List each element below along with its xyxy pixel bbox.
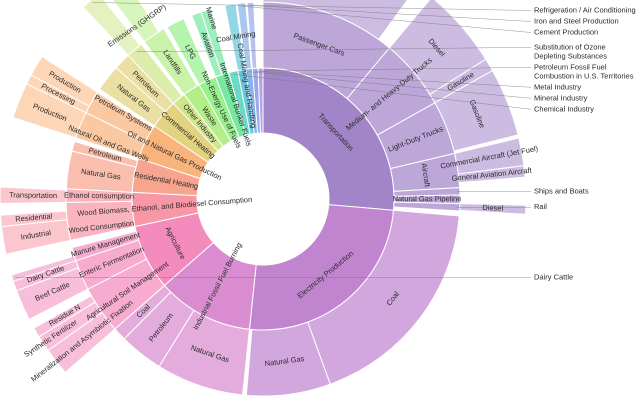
segment-dairy-cattle[interactable] <box>10 255 77 283</box>
label-metal-industry: Metal Industry <box>534 82 581 91</box>
segment-residential[interactable] <box>0 210 68 228</box>
callout-line: Depleting Substances <box>534 51 607 60</box>
segment-production[interactable] <box>30 55 99 107</box>
callout-line: Mineral Industry <box>534 93 588 102</box>
segment-natural-gas[interactable] <box>245 321 331 397</box>
label-residential: Residential <box>15 212 53 224</box>
callout-line: Ships and Boats <box>534 186 589 195</box>
label-transportation: Transportation <box>9 190 57 200</box>
callout-line: Cement Production <box>534 27 598 36</box>
label-cement-production: Cement Production <box>534 27 598 36</box>
label-refrigeration-air-conditioning: Refrigeration / Air Conditioning <box>534 5 636 14</box>
segment-lpg[interactable] <box>166 18 211 86</box>
label-ethanol-consumption: Ethanol consumption <box>64 191 134 201</box>
sunburst-segments <box>0 0 527 397</box>
leader-line <box>136 47 532 53</box>
label-aircraft: Aircraft <box>420 163 432 189</box>
segment-cement-production[interactable] <box>236 2 253 70</box>
callout-line: Metal Industry <box>534 82 581 91</box>
label-ships-and-boats: Ships and Boats <box>534 186 589 195</box>
segment-emissions-ghgrp[interactable] <box>105 0 160 43</box>
label-iron-and-steel-production: Iron and Steel Production <box>534 16 619 25</box>
segment-refrigeration-air-conditioning[interactable] <box>82 0 141 56</box>
callout-line: Rail <box>534 202 547 211</box>
leader-line <box>233 74 532 110</box>
label-mineral-industry: Mineral Industry <box>534 93 588 102</box>
label-natural-gas-pipeline: Natural Gas Pipeline <box>393 194 462 203</box>
callout-line: Substitution of Ozone <box>534 42 608 51</box>
segment-general-aviation-aircraft[interactable] <box>457 165 526 184</box>
segment-gasoline[interactable] <box>434 69 519 152</box>
callout-line: Petroleum Fossil Fuel <box>534 62 609 71</box>
segment-petroleum[interactable] <box>71 140 139 168</box>
callout-line: Refrigeration / Air Conditioning <box>534 5 636 14</box>
callout-line: Combustion in U.S. Territories <box>534 71 634 80</box>
leader-line <box>249 71 532 99</box>
leader-line <box>260 67 532 72</box>
segment-residue-n[interactable] <box>33 295 96 338</box>
label-chemical-industry: Chemical Industry <box>534 104 594 113</box>
leader-line <box>250 5 532 22</box>
label-rail: Rail <box>534 202 547 211</box>
segment-rail[interactable] <box>393 201 461 212</box>
label-substitution-of-ozone-depleting-substances: Substitution of Ozone Depleting Substanc… <box>534 42 608 60</box>
leader-line <box>241 5 532 33</box>
segment-transportation[interactable] <box>0 186 67 205</box>
segment-petroleum-fossil-fuel-combustion-in-u-s-territories[interactable] <box>257 67 264 134</box>
callout-line: Iron and Steel Production <box>534 16 619 25</box>
segment-iron-and-steel-production[interactable] <box>246 1 258 69</box>
segment-unlabeled[interactable] <box>262 0 417 41</box>
callout-leader-lines <box>15 2 532 278</box>
leader-line <box>255 70 532 88</box>
label-petroleum-fossil-fuel-combustion-in-u-s-territories: Petroleum Fossil Fuel Combustion in U.S.… <box>534 62 634 80</box>
leader-line <box>92 2 532 11</box>
label-diesel: Diesel <box>482 203 504 213</box>
label-dairy-cattle: Dairy Cattle <box>534 272 573 281</box>
callout-line: Chemical Industry <box>534 104 594 113</box>
segment-diesel[interactable] <box>459 203 527 215</box>
segment-marine[interactable] <box>200 8 229 76</box>
callout-line: Dairy Cattle <box>534 272 573 281</box>
